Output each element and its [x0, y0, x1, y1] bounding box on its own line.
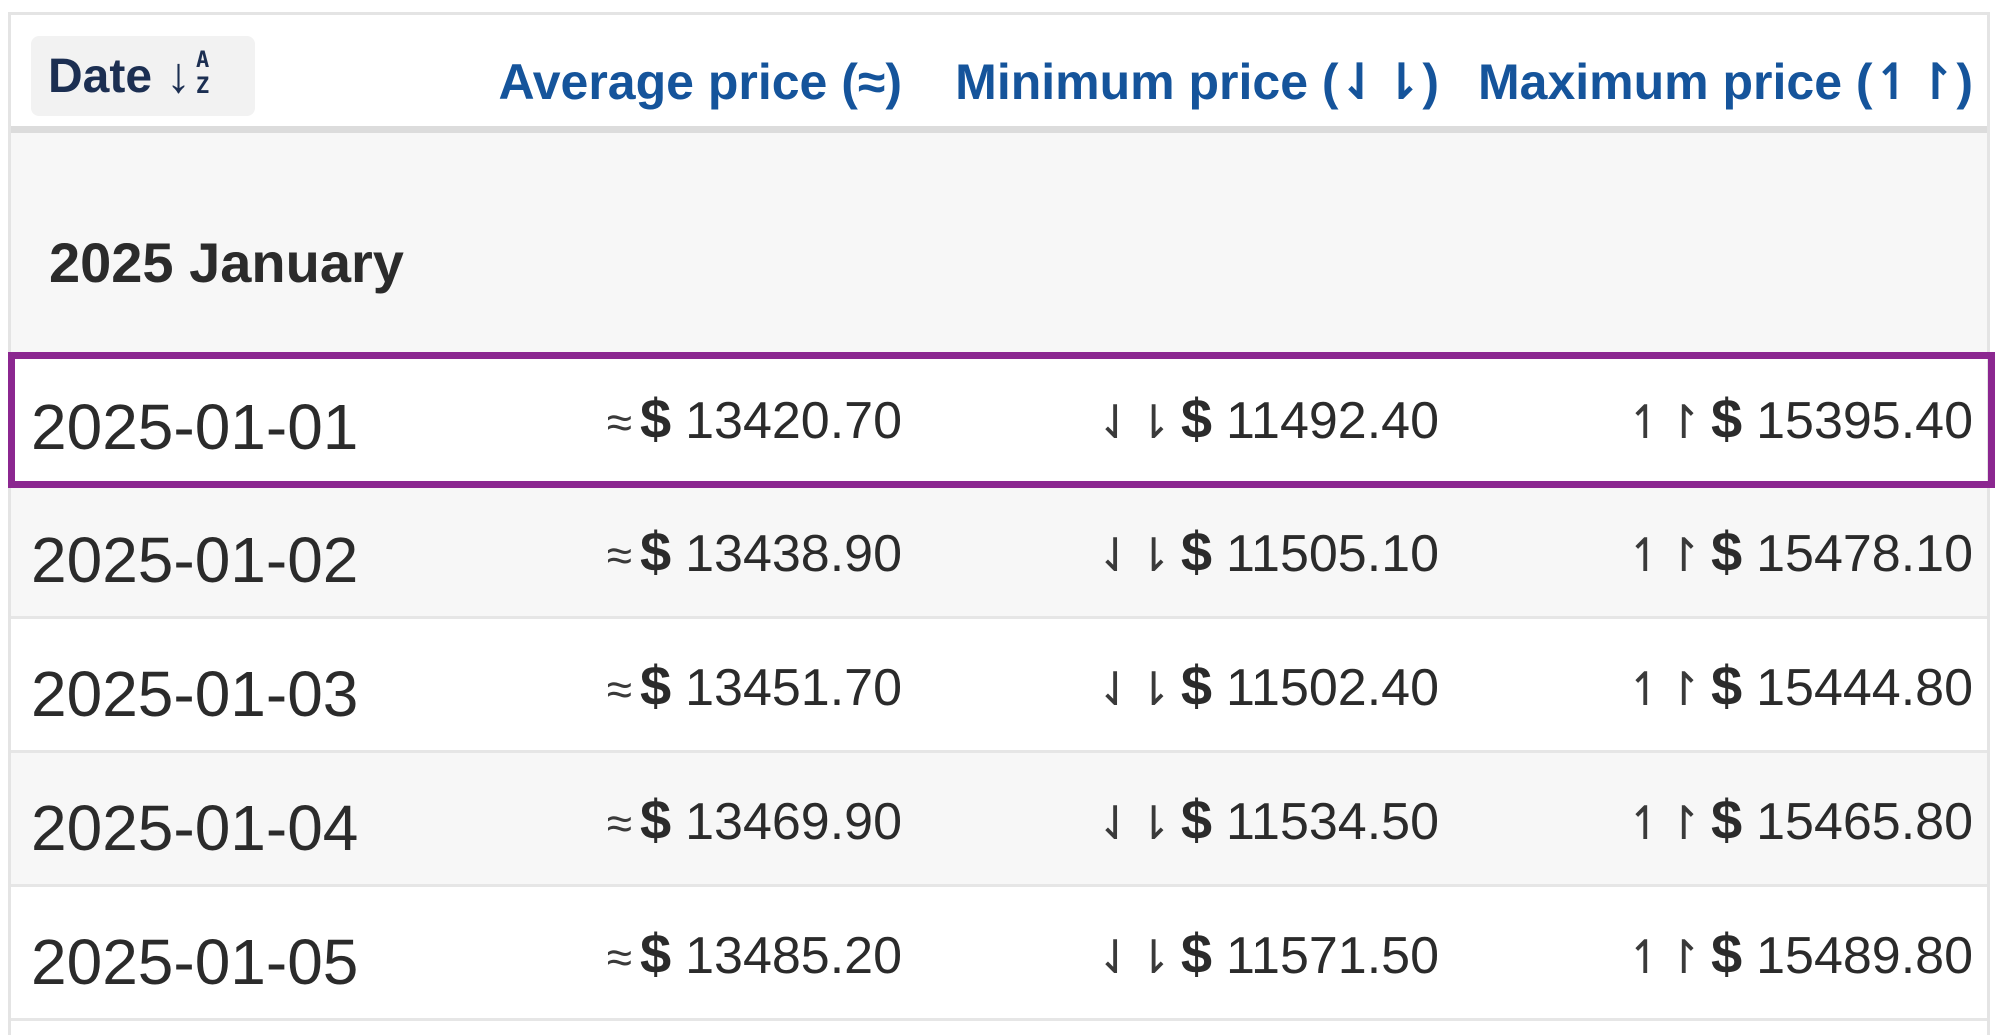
average-price-cell: ≈ $13485.20 — [607, 921, 902, 986]
maximum-price-header[interactable]: Maximum price (↿↾) — [1478, 54, 1973, 110]
table-row[interactable]: 2025-01-04 ≈ $13469.90 ⇃⇂ $11534.50 ↿↾ $15465.… — [11, 753, 1987, 887]
currency-symbol: $ — [1180, 387, 1212, 450]
down-arrows-icon: ⇃⇂ — [1095, 529, 1173, 581]
maximum-price-cell: ↿↾ $15489.80 — [1626, 921, 1973, 986]
approx-icon: ≈ — [606, 663, 632, 715]
row-date: 2025-01-04 — [31, 792, 359, 864]
price-value: 11505.10 — [1225, 525, 1439, 583]
currency-symbol: $ — [639, 922, 672, 985]
price-value: 11534.50 — [1225, 793, 1439, 851]
maximum-price-cell: ↿↾ $15478.10 — [1626, 519, 1973, 584]
maximum-price-cell: ↿↾ $15465.80 — [1626, 787, 1973, 852]
average-price-cell: ≈ $13420.70 — [607, 386, 902, 451]
approx-icon: ≈ — [606, 797, 632, 849]
row-date: 2025-01-03 — [31, 658, 359, 730]
price-value: 11571.50 — [1225, 927, 1439, 985]
minimum-price-header[interactable]: Minimum price (⇃⇂) — [955, 54, 1439, 110]
currency-symbol: $ — [639, 654, 672, 717]
price-value: 11502.40 — [1225, 659, 1439, 717]
average-price-cell: ≈ $13469.90 — [607, 787, 902, 852]
price-table: Date ↓ A Z Average price (≈) Minimum pri… — [8, 12, 1995, 1035]
currency-symbol: $ — [639, 520, 672, 583]
average-price-header[interactable]: Average price (≈) — [498, 54, 902, 110]
up-arrows-icon: ↿↾ — [1625, 931, 1703, 983]
price-value: 15395.40 — [1756, 392, 1973, 450]
currency-symbol: $ — [1180, 520, 1212, 583]
down-arrows-icon: ⇃⇂ — [1095, 931, 1173, 983]
currency-symbol: $ — [1710, 520, 1743, 583]
average-price-cell: ≈ $13438.90 — [607, 519, 902, 584]
minimum-price-cell: ⇃⇂ $11505.10 — [1096, 519, 1439, 584]
down-arrows-icon: ⇃⇂ — [1095, 797, 1173, 849]
table-row[interactable]: 2025-01-01 ≈ $13420.70 ⇃⇂ $11492.40 ↿↾ $15395.… — [11, 352, 1987, 486]
price-value: 11492.40 — [1225, 392, 1439, 450]
price-value: 15465.80 — [1756, 793, 1973, 851]
average-price-cell: ≈ $13451.70 — [607, 653, 902, 718]
currency-symbol: $ — [1180, 654, 1212, 717]
down-arrows-icon: ⇃⇂ — [1095, 396, 1173, 448]
price-value: 13469.90 — [685, 793, 902, 851]
price-value: 15489.80 — [1756, 927, 1973, 985]
sort-ascending-icon: ↓ A Z — [166, 47, 210, 103]
currency-symbol: $ — [1710, 788, 1743, 851]
approx-icon: ≈ — [606, 529, 632, 581]
minimum-price-cell: ⇃⇂ $11571.50 — [1096, 921, 1439, 986]
down-arrows-icon: ⇃⇂ — [1095, 663, 1173, 715]
table-header: Date ↓ A Z Average price (≈) Minimum pri… — [11, 15, 1987, 133]
currency-symbol: $ — [639, 788, 672, 851]
currency-symbol: $ — [1710, 654, 1743, 717]
approx-icon: ≈ — [606, 931, 632, 983]
currency-symbol: $ — [1710, 387, 1743, 450]
price-value: 13485.20 — [685, 927, 902, 985]
up-arrows-icon: ↿↾ — [1625, 529, 1703, 581]
table-row[interactable]: 2025-01-03 ≈ $13451.70 ⇃⇂ $11502.40 ↿↾ $15444.… — [11, 619, 1987, 753]
price-value: 15478.10 — [1756, 525, 1973, 583]
date-header-label: Date — [48, 49, 153, 103]
up-arrows-icon: ↿↾ — [1625, 663, 1703, 715]
table-row[interactable]: 2025-01-05 ≈ $13485.20 ⇃⇂ $11571.50 ↿↾ $15489.… — [11, 887, 1987, 1021]
maximum-price-cell: ↿↾ $15444.80 — [1626, 653, 1973, 718]
minimum-price-cell: ⇃⇂ $11492.40 — [1096, 386, 1439, 451]
currency-symbol: $ — [1180, 788, 1212, 851]
row-date: 2025-01-01 — [31, 391, 359, 463]
currency-symbol: $ — [1180, 922, 1212, 985]
minimum-price-cell: ⇃⇂ $11502.40 — [1096, 653, 1439, 718]
currency-symbol: $ — [639, 387, 672, 450]
month-label: 2025 January — [49, 231, 404, 294]
row-date: 2025-01-02 — [31, 524, 359, 596]
date-sort-button[interactable]: Date ↓ A Z — [31, 36, 255, 116]
price-value: 13420.70 — [685, 392, 902, 450]
table-row[interactable]: 2025-01-02 ≈ $13438.90 ⇃⇂ $11505.10 ↿↾ $15478.… — [11, 485, 1987, 619]
up-arrows-icon: ↿↾ — [1625, 797, 1703, 849]
currency-symbol: $ — [1710, 922, 1743, 985]
month-group-row: 2025 January — [11, 133, 1987, 353]
row-date: 2025-01-05 — [31, 926, 359, 998]
up-arrows-icon: ↿↾ — [1625, 396, 1703, 448]
maximum-price-cell: ↿↾ $15395.40 — [1626, 386, 1973, 451]
price-value: 13451.70 — [685, 659, 902, 717]
minimum-price-cell: ⇃⇂ $11534.50 — [1096, 787, 1439, 852]
price-value: 15444.80 — [1756, 659, 1973, 717]
approx-icon: ≈ — [606, 396, 632, 448]
price-value: 13438.90 — [685, 525, 902, 583]
